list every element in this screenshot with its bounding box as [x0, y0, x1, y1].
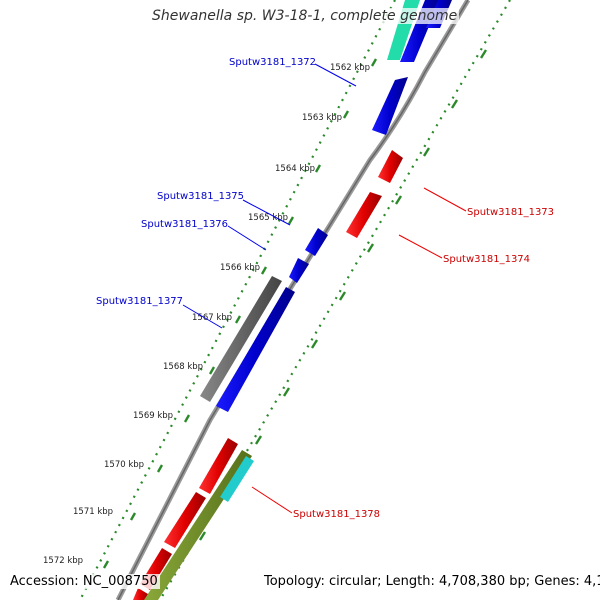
- gene-label-1378: Sputw3181_1378: [293, 509, 380, 520]
- accession-text: Accession: NC_008750: [8, 574, 160, 589]
- gene-red-bottom-1[interactable]: [199, 438, 238, 494]
- gene-1378[interactable]: [220, 456, 254, 502]
- kbp-label: 1563 kbp: [302, 113, 342, 123]
- genome-summary: Topology: circular; Length: 4,708,380 bp…: [262, 574, 600, 589]
- gene-1374[interactable]: [346, 192, 382, 238]
- gene-label-1377: Sputw3181_1377: [96, 296, 183, 307]
- gene-1375[interactable]: [305, 228, 328, 256]
- kbp-label: 1567 kbp: [192, 313, 232, 323]
- gene-red-bottom-2[interactable]: [164, 492, 206, 548]
- kbp-label: 1562 kbp: [330, 63, 370, 73]
- kbp-label: 1570 kbp: [104, 460, 144, 470]
- kbp-label: 1572 kbp: [43, 556, 83, 566]
- gene-1372[interactable]: [372, 77, 408, 135]
- gene-1373[interactable]: [378, 150, 403, 183]
- kbp-label: 1564 kbp: [275, 164, 315, 174]
- major-ticks: [102, 58, 378, 569]
- gene-1376[interactable]: [289, 258, 309, 283]
- gene-label-1374: Sputw3181_1374: [443, 254, 530, 265]
- outer-tick-ring: [79, 0, 396, 600]
- kbp-label: 1566 kbp: [220, 263, 260, 273]
- kbp-label: 1565 kbp: [248, 213, 288, 223]
- gene-label-1375: Sputw3181_1375: [157, 191, 244, 202]
- red-leaders: [251, 187, 467, 514]
- kbp-label: 1568 kbp: [163, 362, 203, 372]
- gene-labels: Sputw3181_1372 Sputw3181_1373 Sputw3181_…: [96, 57, 554, 520]
- blue-leaders: [182, 63, 357, 329]
- feature-grey: [200, 276, 282, 402]
- kbp-label: 1571 kbp: [73, 507, 113, 517]
- gene-label-1376: Sputw3181_1376: [141, 219, 228, 230]
- gene-label-1372: Sputw3181_1372: [229, 57, 316, 68]
- kbp-labels: 1562 kbp 1563 kbp 1564 kbp 1565 kbp 1566…: [43, 63, 370, 566]
- gene-1377[interactable]: [216, 287, 295, 412]
- kbp-label: 1569 kbp: [133, 411, 173, 421]
- genome-title: Shewanella sp. W3-18-1, complete genome: [150, 8, 460, 24]
- feature-olive: [144, 450, 252, 600]
- gene-label-1373: Sputw3181_1373: [467, 207, 554, 218]
